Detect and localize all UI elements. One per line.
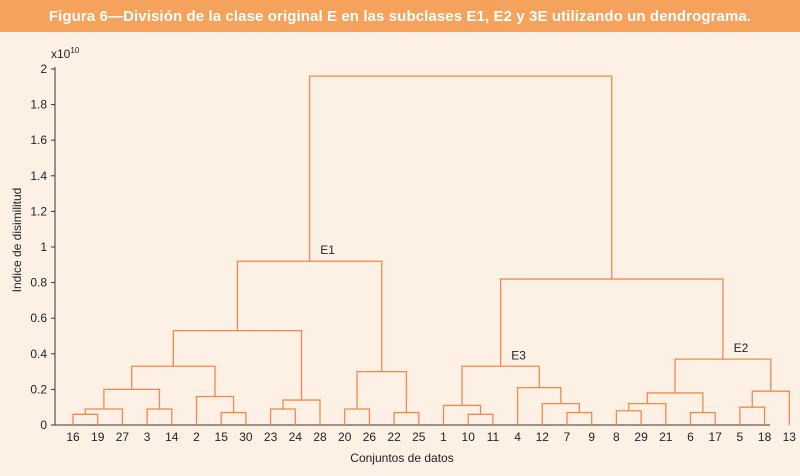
- x-tick-label: 25: [412, 430, 426, 444]
- cluster-label: E1: [320, 243, 335, 257]
- y-tick-label: 1.2: [30, 204, 47, 218]
- x-tick-label: 2: [193, 430, 200, 444]
- x-tick-label: 29: [634, 430, 648, 444]
- x-tick-label: 24: [289, 430, 303, 444]
- x-tick-label: 7: [564, 430, 571, 444]
- x-tick-label: 13: [783, 430, 797, 444]
- dendrogram-link: [344, 408, 371, 425]
- x-tick-label: 14: [165, 430, 179, 444]
- cluster-label: E3: [511, 348, 526, 362]
- x-tick-label: 10: [462, 430, 476, 444]
- x-tick-label: 1: [440, 430, 447, 444]
- dendrogram-link: [516, 386, 562, 425]
- x-tick-label: 15: [215, 430, 229, 444]
- x-tick-label: 9: [588, 430, 595, 444]
- dendrogram-links: [72, 75, 790, 425]
- dendrogram-link: [615, 410, 642, 425]
- x-tick-label: 18: [758, 430, 772, 444]
- dendrogram-link: [308, 75, 613, 280]
- cluster-label: E2: [734, 341, 749, 355]
- x-tick-label: 30: [239, 430, 253, 444]
- dendrogram-link: [751, 390, 790, 425]
- x-tick-label: 17: [709, 430, 723, 444]
- dendrogram-link: [236, 260, 383, 372]
- dendrogram-link: [646, 392, 704, 413]
- x-tick-label: 28: [313, 430, 327, 444]
- y-tick-label: 0.8: [30, 276, 47, 290]
- x-tick-label: 27: [116, 430, 130, 444]
- y-multiplier: x1010: [51, 46, 80, 61]
- x-tick-label: 20: [338, 430, 352, 444]
- dendrogram-link: [628, 402, 667, 425]
- dendrogram-link: [146, 408, 173, 425]
- x-tick-label: 19: [91, 430, 105, 444]
- y-tick-label: 1.6: [30, 133, 47, 147]
- dendrogram-link: [442, 404, 482, 425]
- dendrogram-link: [461, 365, 540, 406]
- x-tick-label: 16: [66, 430, 80, 444]
- x-tick-label: 23: [264, 430, 278, 444]
- x-tick-label: 11: [487, 430, 500, 444]
- dendrogram-link: [131, 365, 216, 397]
- x-tick-label: 6: [687, 430, 694, 444]
- dendrogram-link: [499, 278, 724, 367]
- x-axis-label: Conjuntos de datos: [350, 451, 453, 465]
- y-tick-label: 0.6: [30, 311, 47, 325]
- dendrogram-link: [393, 411, 420, 425]
- dendrogram-link: [172, 330, 303, 401]
- dendrogram-link: [195, 395, 235, 425]
- x-tick-label: 22: [387, 430, 401, 444]
- dendrogram-link: [566, 411, 593, 425]
- dendrogram-link: [72, 413, 99, 425]
- x-tick-label: 3: [144, 430, 151, 444]
- dendrogram-link: [467, 413, 494, 425]
- y-tick-label: 1.8: [30, 98, 47, 112]
- figure-title: Figura 6—División de la clase original E…: [0, 0, 800, 32]
- y-axis-label: Indice de disimilitud: [10, 188, 24, 293]
- y-tick-label: 0.4: [30, 347, 47, 361]
- x-tick-label: 21: [659, 430, 673, 444]
- y-tick-label: 0.2: [30, 382, 47, 396]
- dendrogram-link: [541, 402, 580, 425]
- dendrogram-link: [674, 358, 772, 393]
- y-tick-label: 0: [40, 418, 47, 432]
- dendrogram-link: [269, 408, 296, 425]
- y-tick-label: 2: [40, 62, 47, 76]
- x-tick-label: 26: [363, 430, 377, 444]
- dendrogram-link: [220, 411, 247, 425]
- x-tick-label: 12: [536, 430, 550, 444]
- x-tick-label: 4: [514, 430, 521, 444]
- dendrogram-link: [103, 388, 161, 409]
- dendrogram-link: [84, 408, 124, 425]
- y-tick-label: 1: [40, 240, 47, 254]
- x-tick-label: 5: [737, 430, 744, 444]
- y-tick-label: 1.4: [30, 169, 47, 183]
- chart-labels: x1010 Conjuntos de datos Indice de disim…: [10, 46, 749, 465]
- dendrogram-link: [689, 411, 716, 425]
- dendrogram-link: [739, 406, 766, 425]
- dendrogram-link: [282, 399, 321, 425]
- x-tick-label: 8: [613, 430, 620, 444]
- dendrogram-link: [356, 370, 408, 413]
